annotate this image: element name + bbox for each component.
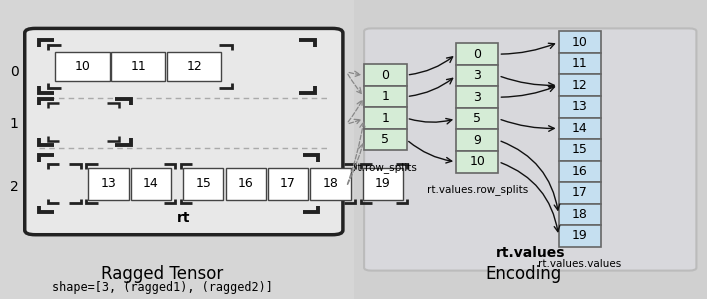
Bar: [456, 43, 498, 65]
Text: 18: 18: [322, 177, 339, 190]
Text: rt.values.values: rt.values.values: [538, 259, 621, 269]
FancyBboxPatch shape: [25, 28, 343, 235]
Bar: [364, 107, 407, 129]
Text: 14: 14: [572, 122, 588, 135]
Text: 3: 3: [473, 69, 481, 82]
Text: 17: 17: [572, 186, 588, 199]
Text: 15: 15: [195, 177, 211, 190]
Text: 9: 9: [473, 134, 481, 147]
Text: 14: 14: [143, 177, 159, 190]
Bar: [363, 168, 403, 200]
Text: 10: 10: [74, 60, 90, 73]
Bar: [456, 129, 498, 151]
Text: 19: 19: [572, 229, 588, 242]
Text: 2: 2: [10, 180, 18, 194]
Bar: [456, 86, 498, 108]
Bar: [226, 168, 266, 200]
Bar: [559, 225, 601, 247]
FancyBboxPatch shape: [0, 0, 354, 299]
Text: rt: rt: [177, 211, 191, 225]
FancyBboxPatch shape: [364, 28, 696, 271]
Text: rt.values: rt.values: [496, 246, 565, 260]
Text: 18: 18: [572, 208, 588, 221]
Text: rt.row_splits: rt.row_splits: [354, 162, 417, 173]
Bar: [559, 74, 601, 96]
Bar: [559, 182, 601, 204]
Text: 3: 3: [473, 91, 481, 104]
Bar: [559, 53, 601, 74]
Text: 11: 11: [130, 60, 146, 73]
Bar: [559, 204, 601, 225]
Text: 19: 19: [375, 177, 391, 190]
Text: 10: 10: [469, 155, 485, 168]
Text: 11: 11: [572, 57, 588, 70]
Text: 12: 12: [572, 79, 588, 92]
Text: 0: 0: [381, 68, 390, 82]
Bar: [559, 96, 601, 118]
Text: 0: 0: [473, 48, 481, 61]
Text: 1: 1: [381, 90, 390, 103]
Text: 0: 0: [10, 65, 18, 79]
Text: 13: 13: [100, 177, 117, 190]
Text: 12: 12: [186, 60, 202, 73]
Bar: [456, 151, 498, 173]
Bar: [55, 52, 110, 82]
Bar: [88, 168, 129, 200]
Bar: [559, 31, 601, 53]
Text: Encoding: Encoding: [485, 265, 561, 283]
Bar: [364, 64, 407, 86]
Text: 5: 5: [473, 112, 481, 125]
Text: 13: 13: [572, 100, 588, 113]
Bar: [559, 161, 601, 182]
Text: 1: 1: [10, 117, 18, 131]
Bar: [559, 118, 601, 139]
Bar: [268, 168, 308, 200]
Text: 16: 16: [238, 177, 254, 190]
Bar: [364, 86, 407, 107]
Bar: [456, 108, 498, 129]
Text: 15: 15: [572, 143, 588, 156]
Text: Ragged Tensor: Ragged Tensor: [102, 265, 223, 283]
Text: rt.values.row_splits: rt.values.row_splits: [426, 184, 528, 195]
Bar: [310, 168, 351, 200]
Bar: [183, 168, 223, 200]
Bar: [111, 52, 165, 82]
Text: shape=[3, (ragged1), (ragged2)]: shape=[3, (ragged1), (ragged2)]: [52, 281, 273, 294]
FancyBboxPatch shape: [354, 0, 707, 299]
Bar: [559, 139, 601, 161]
Text: 1: 1: [381, 112, 390, 125]
Bar: [131, 168, 171, 200]
Text: 5: 5: [381, 133, 390, 146]
Bar: [364, 129, 407, 150]
Text: 17: 17: [280, 177, 296, 190]
Bar: [167, 52, 221, 82]
Text: 10: 10: [572, 36, 588, 49]
Text: 16: 16: [572, 165, 588, 178]
Bar: [456, 65, 498, 86]
